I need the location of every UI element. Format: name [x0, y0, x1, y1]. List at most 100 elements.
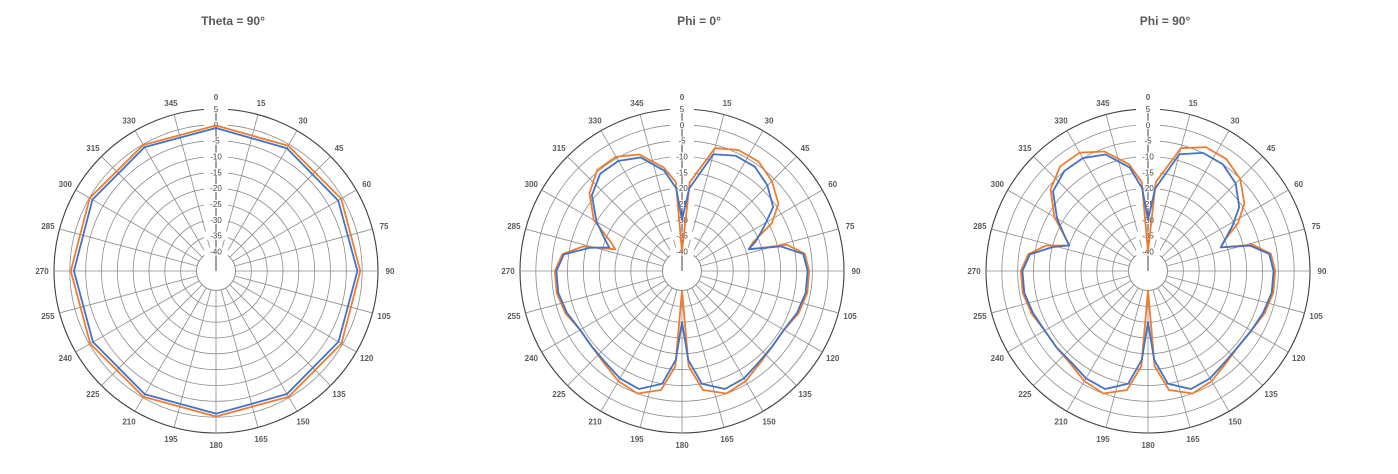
angle-tick-label: 75	[1312, 222, 1321, 231]
radial-tick-label: -10	[1142, 153, 1154, 162]
angle-tick-label: 105	[1309, 312, 1323, 321]
angle-tick-label: 120	[1292, 354, 1306, 363]
grid-spoke	[1167, 229, 1305, 266]
grid-spoke	[696, 285, 797, 386]
polar-chart-phi-0: Phi = 0° 0 15 30 45 60 75 90 105 120 135 150 165 180…	[466, 0, 932, 474]
angle-tick-label: 30	[299, 116, 308, 125]
angle-tick-label: 345	[164, 99, 178, 108]
radial-tick-label: -10	[676, 153, 688, 162]
radial-tick-label: 5	[680, 105, 685, 114]
angle-tick-label: 135	[798, 390, 812, 399]
polar-plot: 0 15 30 45 60 75 90 105 120 135 150 165 180 195 210 225…	[0, 0, 466, 474]
radial-tick-label: -20	[676, 184, 688, 193]
radial-tick-label: -35	[676, 232, 688, 241]
radial-tick-label: -20	[1142, 184, 1154, 193]
grid-spoke	[992, 229, 1130, 266]
angle-tick-label: 195	[1096, 435, 1110, 444]
angle-tick-label: 180	[209, 441, 223, 450]
angle-tick-label: 300	[525, 180, 539, 189]
angle-tick-label: 90	[852, 267, 861, 276]
radial-tick-label: 5	[214, 105, 219, 114]
angle-tick-label: 285	[507, 222, 521, 231]
grid-spoke	[701, 276, 839, 313]
angle-tick-label: 345	[630, 99, 644, 108]
radial-tick-label: -15	[210, 168, 222, 177]
angle-tick-label: 165	[720, 435, 734, 444]
angle-tick-label: 285	[973, 222, 987, 231]
radial-tick-label: -35	[210, 232, 222, 241]
angle-tick-label: 270	[35, 267, 49, 276]
grid-spoke	[1153, 290, 1190, 428]
angle-tick-label: 300	[59, 180, 73, 189]
angle-tick-label: 75	[846, 222, 855, 231]
angle-tick-label: 225	[1018, 390, 1032, 399]
angle-tick-label: 15	[257, 99, 266, 108]
angle-tick-label: 240	[59, 354, 73, 363]
radial-tick-label: -15	[1142, 168, 1154, 177]
angle-tick-label: 30	[1231, 116, 1240, 125]
radial-tick-label: -5	[1144, 137, 1152, 146]
grid-spoke	[1033, 156, 1134, 257]
angle-tick-label: 240	[525, 354, 539, 363]
radial-tick-label: -5	[212, 137, 220, 146]
angle-tick-label: 0	[680, 93, 685, 102]
radial-tick-label: -35	[1142, 232, 1154, 241]
angle-tick-label: 225	[86, 390, 100, 399]
radial-tick-label: -30	[210, 216, 222, 225]
angle-tick-label: 120	[360, 354, 374, 363]
angle-tick-label: 270	[967, 267, 981, 276]
angle-tick-label: 105	[377, 312, 391, 321]
grid-spoke	[1167, 276, 1305, 313]
angle-tick-label: 180	[1141, 441, 1155, 450]
angle-tick-label: 210	[1054, 418, 1068, 427]
angle-tick-label: 150	[296, 418, 310, 427]
angle-tick-label: 105	[843, 312, 857, 321]
radial-tick-label: 0	[1146, 121, 1151, 130]
grid-spoke	[640, 290, 677, 428]
angle-tick-label: 315	[552, 144, 566, 153]
polar-plot: 0 15 30 45 60 75 90 105 120 135 150 165 180 195 210 225…	[932, 0, 1398, 474]
radial-tick-label: -25	[210, 200, 222, 209]
angle-tick-label: 45	[1267, 144, 1276, 153]
angle-tick-label: 45	[801, 144, 810, 153]
angle-tick-label: 195	[630, 435, 644, 444]
angle-tick-label: 255	[507, 312, 521, 321]
angle-tick-label: 315	[86, 144, 100, 153]
grid-spoke	[1162, 156, 1263, 257]
grid-spoke	[567, 285, 668, 386]
angle-tick-label: 60	[362, 180, 371, 189]
angle-tick-label: 15	[1189, 99, 1198, 108]
polar-plot: 0 15 30 45 60 75 90 105 120 135 150 165 180 195 210 225…	[466, 0, 932, 474]
angle-tick-label: 270	[501, 267, 515, 276]
angle-tick-label: 60	[828, 180, 837, 189]
angle-tick-label: 150	[762, 418, 776, 427]
angle-tick-label: 330	[122, 116, 136, 125]
angle-tick-label: 255	[41, 312, 55, 321]
polar-chart-theta-90: Theta = 90° 0 15 30 45 60 75 90 105 120 135 150 165…	[0, 0, 466, 474]
angle-tick-label: 135	[1264, 390, 1278, 399]
angle-tick-label: 165	[254, 435, 268, 444]
angle-tick-label: 30	[765, 116, 774, 125]
grid-spoke	[1106, 290, 1143, 428]
angle-tick-label: 210	[122, 418, 136, 427]
angle-tick-label: 330	[588, 116, 602, 125]
angle-tick-label: 60	[1294, 180, 1303, 189]
grid-spoke	[567, 156, 668, 257]
grid-spoke	[687, 290, 724, 428]
angle-tick-label: 135	[332, 390, 346, 399]
radial-tick-label: 0	[680, 121, 685, 130]
angle-tick-label: 75	[380, 222, 389, 231]
grid-spoke	[1106, 115, 1143, 253]
angle-tick-label: 300	[991, 180, 1005, 189]
angle-tick-label: 90	[386, 267, 395, 276]
grid-spoke	[696, 156, 797, 257]
radial-tick-label: -10	[210, 153, 222, 162]
grid-spoke	[526, 276, 664, 313]
angle-tick-label: 195	[164, 435, 178, 444]
angle-tick-label: 15	[723, 99, 732, 108]
radial-tick-label: -5	[678, 137, 686, 146]
angle-tick-label: 45	[335, 144, 344, 153]
angle-tick-label: 0	[1146, 93, 1151, 102]
radial-tick-label: -20	[210, 184, 222, 193]
grid-spoke	[640, 115, 677, 253]
